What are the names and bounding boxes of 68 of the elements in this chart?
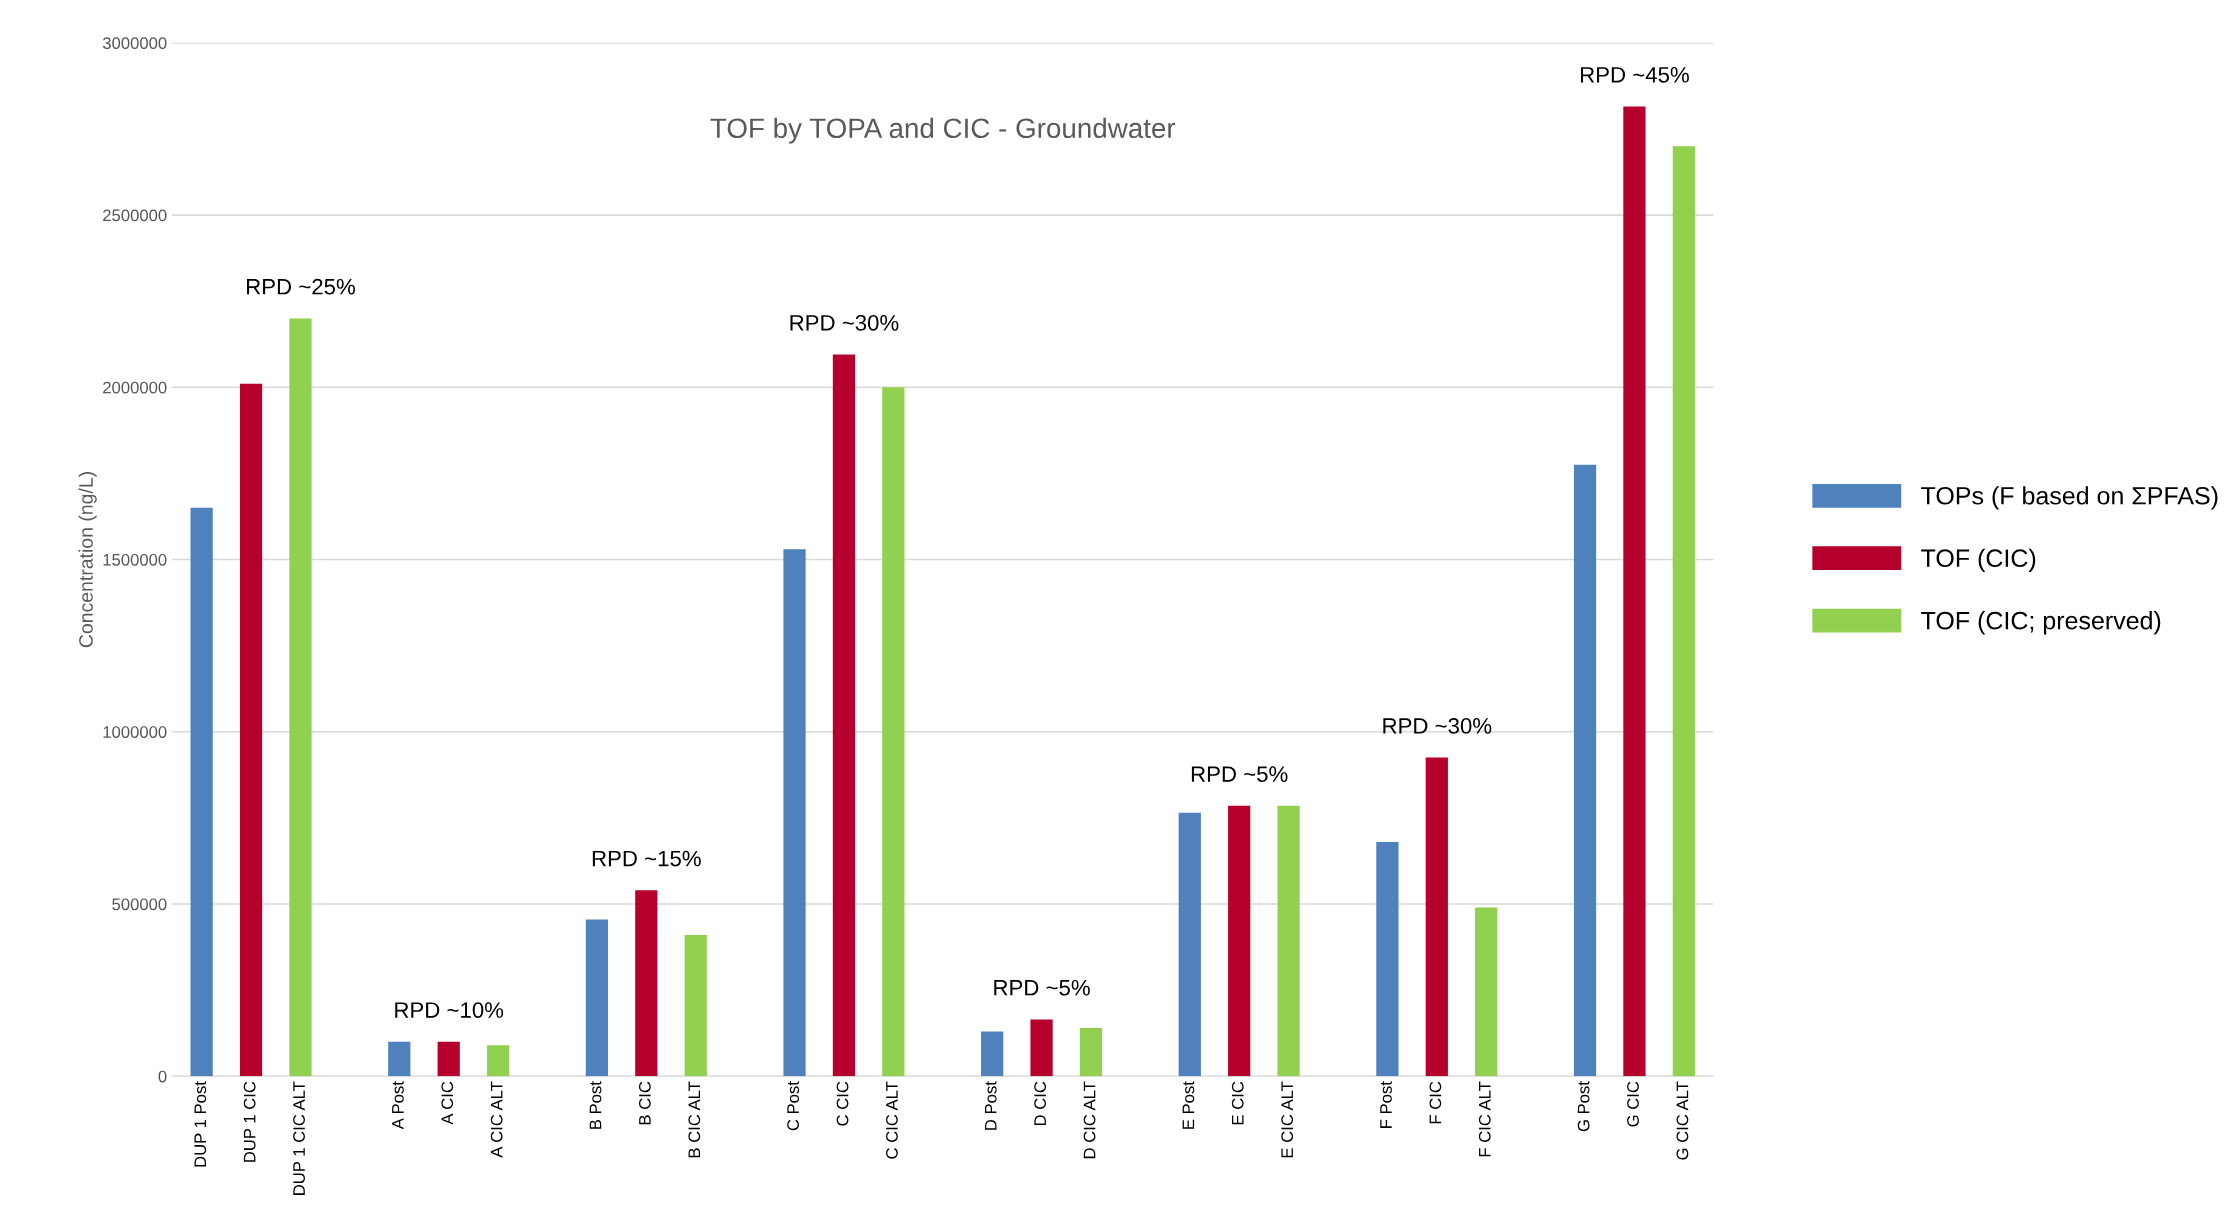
y-tick-label: 2500000 [103, 209, 167, 222]
bar [1573, 464, 1597, 1077]
bar [684, 935, 707, 1077]
bar [981, 1031, 1004, 1077]
x-tick-label: A Post [392, 1081, 404, 1130]
bar [1475, 907, 1498, 1077]
y-tick-label: 500000 [112, 898, 167, 911]
x-tick-label: A CIC ALT [490, 1081, 503, 1158]
bar [783, 549, 806, 1077]
annotation: RPD ~25% [247, 278, 355, 295]
bar [585, 919, 609, 1077]
x-tick-label: E CIC [1231, 1081, 1244, 1125]
x-tick-label: C Post [787, 1081, 799, 1131]
y-axis-title: Concentration (ng/L) [78, 472, 97, 648]
x-tick-label: E CIC ALT [1281, 1081, 1294, 1158]
bar [1079, 1028, 1103, 1077]
x-tick-label: B CIC ALT [688, 1081, 701, 1158]
annotation: RPD ~5% [1191, 766, 1288, 782]
y-tick-label: 2000000 [103, 381, 167, 394]
x-tick-label: DUP 1 CIC [243, 1081, 256, 1162]
bar [1228, 805, 1251, 1077]
bar [1672, 146, 1695, 1077]
bar [1376, 841, 1399, 1077]
bar [486, 1045, 510, 1077]
x-tick-label: B CIC [638, 1081, 651, 1125]
annotation: RPD ~30% [1383, 718, 1492, 734]
annotation: RPD ~15% [592, 850, 701, 867]
y-tick-label: 0 [158, 1070, 167, 1083]
bar [882, 387, 905, 1077]
annotation: RPD ~30% [790, 314, 899, 331]
x-tick-label: DUP 1 CIC ALT [293, 1081, 305, 1195]
bar [239, 383, 263, 1077]
x-tick-label: C CIC ALT [886, 1081, 898, 1159]
x-tick-label: G CIC ALT [1676, 1081, 1689, 1160]
bar [289, 318, 312, 1077]
x-tick-label: D CIC ALT [1083, 1081, 1096, 1159]
x-tick-label: B Post [589, 1081, 602, 1129]
x-tick-label: C CIC [836, 1081, 849, 1126]
x-tick-label: D CIC [1034, 1081, 1047, 1126]
bar [1178, 812, 1201, 1077]
bar [1623, 106, 1646, 1077]
legend-label: TOF (CIC; preserved) [1921, 611, 2161, 635]
bar [832, 354, 856, 1077]
x-tick-label: G CIC [1627, 1081, 1639, 1127]
x-tick-label: F CIC [1429, 1081, 1442, 1124]
bar [635, 890, 658, 1077]
annotation: RPD ~10% [395, 1002, 504, 1018]
legend-label: TOPs (F based on ΣPFAS) [1921, 486, 2218, 510]
annotation: RPD ~5% [994, 979, 1090, 996]
x-tick-label: F Post [1380, 1081, 1392, 1128]
annotation: RPD ~45% [1580, 67, 1689, 83]
bar [388, 1041, 411, 1077]
bar [1277, 805, 1300, 1077]
bar [437, 1041, 460, 1077]
x-tick-label: A CIC [441, 1081, 454, 1125]
legend-label: TOF (CIC) [1921, 548, 2036, 572]
x-tick-label: G Post [1577, 1081, 1590, 1132]
y-tick-label: 1500000 [103, 553, 167, 566]
bar [190, 507, 213, 1077]
x-tick-label: D Post [985, 1081, 997, 1130]
bar [1425, 757, 1448, 1077]
x-tick-label: E Post [1182, 1081, 1195, 1129]
x-tick-label: F CIC ALT [1478, 1081, 1491, 1157]
bar [1030, 1019, 1053, 1077]
y-tick-label: 3000000 [102, 37, 167, 50]
text: TOF by TOPA and CIC - Groundwater [710, 117, 1176, 144]
x-tick-label: DUP 1 Post [194, 1081, 207, 1167]
y-tick-label: 1000000 [103, 726, 167, 738]
